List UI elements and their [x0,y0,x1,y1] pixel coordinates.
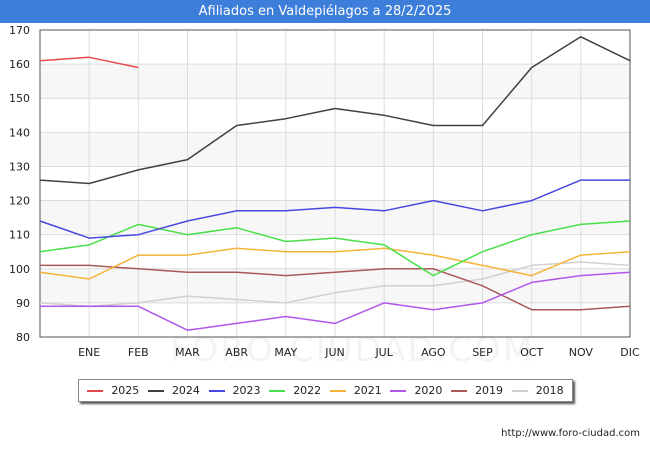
legend-label: 2024 [171,384,200,397]
x-tick-label: AGO [421,346,446,359]
y-tick-label: 170 [9,24,30,37]
y-tick-label: 100 [9,263,30,276]
legend-label: 2023 [232,384,261,397]
legend-item-2018: 2018 [511,384,564,397]
x-tick-label: NOV [569,346,594,359]
line-chart: 80 90 100 110 120 130 140 150 160 170 ENE FEB MAR ABR… [9,24,640,359]
legend-label: 2018 [535,384,564,397]
legend-item-2022: 2022 [269,384,321,397]
source-url: http://www.foro-ciudad.com [501,428,640,439]
series-line-2022 [39,220,631,277]
x-tick-label: JUL [374,346,393,359]
x-tick-label: ENE [78,346,100,359]
x-tick-label: ABR [225,346,248,359]
x-tick-label: MAY [274,346,297,359]
legend-item-2023: 2023 [208,384,261,397]
legend-label: 2022 [293,384,322,397]
y-tick-label: 90 [16,297,30,310]
plot-border [39,29,631,338]
x-tick-label: FEB [128,346,149,359]
legend-label: 2025 [111,384,140,397]
legend-item-2024: 2024 [147,384,200,397]
x-tick-label: MAR [175,346,200,359]
legend-swatch [208,389,225,392]
legend-item-2021: 2021 [329,384,382,397]
chart-title: Afiliados en Valdepiélagos a 28/2/2025 [0,0,650,23]
series-line-2019 [40,264,631,311]
legend-swatch [511,389,528,392]
x-tick-label: JUN [324,346,345,359]
y-tick-label: 110 [9,229,30,242]
series-line-2021 [39,247,631,280]
x-tick-label: DIC [620,346,640,359]
y-tick-label: 140 [9,126,30,139]
legend-label: 2021 [353,384,382,397]
y-tick-label: 80 [16,331,30,344]
series-line-2023 [39,179,630,239]
series-line-2025 [39,56,139,69]
x-tick-label: OCT [520,346,543,359]
y-tick-label: 160 [9,58,30,71]
legend-swatch [451,389,468,392]
legend-swatch [269,389,286,392]
series-line-2018 [39,261,631,308]
series-line-2020 [40,271,631,331]
legend-label: 2019 [475,384,504,397]
chart-legend: 2025 2024 2023 2022 2021 2020 2019 2018 [78,379,573,402]
legend-label: 2020 [414,384,443,397]
y-tick-label: 120 [9,195,30,208]
legend-item-2025: 2025 [87,384,139,397]
series-line-2024 [39,36,631,185]
y-tick-label: 150 [9,92,30,105]
legend-swatch [87,389,104,392]
legend-swatch [329,389,346,392]
x-tick-label: SEP [472,346,493,359]
y-tick-label: 130 [9,160,30,173]
legend-swatch [147,389,164,392]
legend-item-2019: 2019 [451,384,503,397]
legend-item-2020: 2020 [390,384,442,397]
legend-swatch [390,389,407,392]
